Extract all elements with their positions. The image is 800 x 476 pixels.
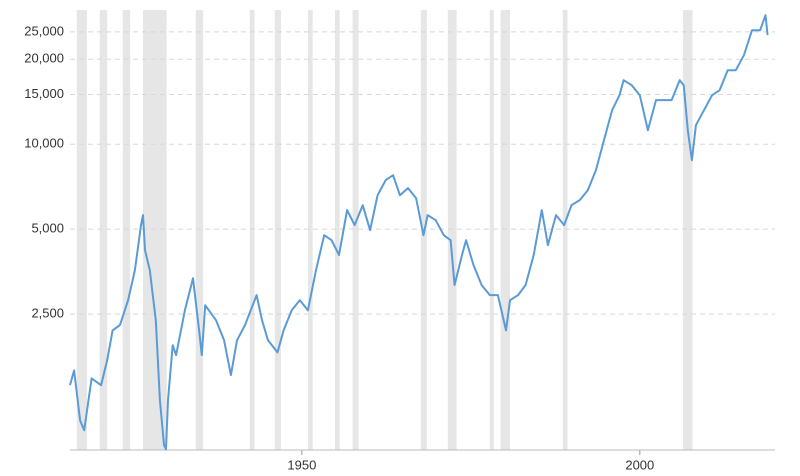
y-tick-label: 20,000 bbox=[24, 51, 64, 66]
recession-band bbox=[683, 10, 693, 450]
recession-band bbox=[352, 10, 359, 450]
recession-band bbox=[334, 10, 340, 450]
recession-band bbox=[500, 10, 511, 450]
recession-band bbox=[99, 10, 108, 450]
recession-band bbox=[76, 10, 87, 450]
recession-band bbox=[143, 10, 167, 450]
y-tick-label: 15,000 bbox=[24, 86, 64, 101]
y-tick-label: 10,000 bbox=[24, 136, 64, 151]
recession-band bbox=[562, 10, 568, 450]
y-tick-label: 25,000 bbox=[24, 23, 64, 38]
recession-band bbox=[489, 10, 494, 450]
recession-band bbox=[307, 10, 313, 450]
recession-band bbox=[447, 10, 457, 450]
x-tick-label: 1950 bbox=[287, 457, 316, 472]
recession-band bbox=[195, 10, 204, 450]
y-tick-label: 5,000 bbox=[31, 221, 64, 236]
data-line bbox=[69, 14, 769, 451]
y-tick-label: 2,500 bbox=[31, 306, 64, 321]
recession-band bbox=[274, 10, 281, 450]
recession-band bbox=[122, 10, 131, 450]
x-tick-label: 2000 bbox=[625, 457, 654, 472]
recession-band bbox=[249, 10, 255, 450]
